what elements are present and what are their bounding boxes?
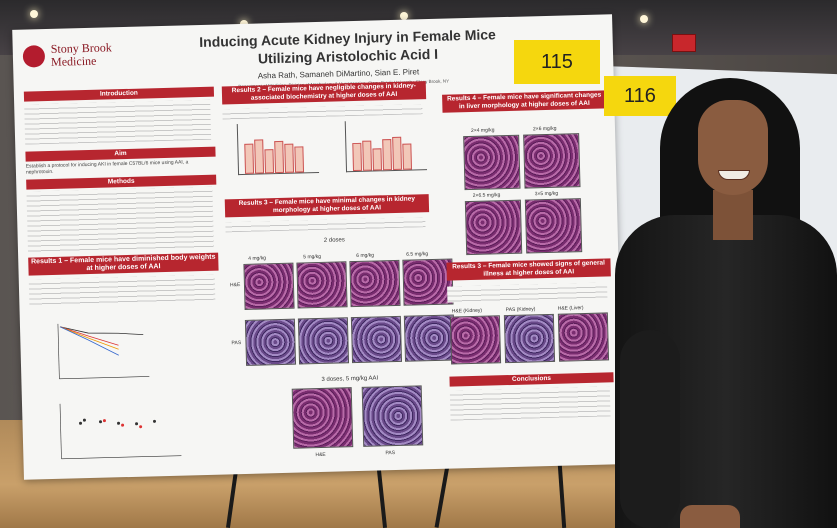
presenter-smile [718,170,750,180]
ceiling-light [30,10,38,18]
logo-line2: Medicine [50,53,97,69]
results1-text-block [28,274,216,308]
pas-caption: PAS [385,450,396,457]
conclusions-header: Conclusions [449,372,614,387]
creatinine-chart [344,119,428,173]
presenter-arm [620,330,680,528]
micrograph [244,318,297,366]
micrograph [361,385,424,447]
introduction-text-block [24,99,212,145]
presenter-neck [713,190,753,240]
results3b-text-block [447,282,608,303]
ceiling-light [640,15,648,23]
results3-text-block [225,217,426,233]
conclusions-text-block [449,386,611,421]
three-doses-label: 3 doses, 5 mg/kg AAI [321,375,379,383]
liver-label: 2×6.5 mg/kg [472,192,501,199]
micrograph [291,387,354,449]
micrograph [350,315,403,364]
liver-label: 2×6 mg/kg [532,125,557,133]
he-kidney-label: H&E (Kidney) [451,307,483,315]
presenter-hand [680,505,740,528]
micrograph [523,133,581,189]
presenter-face [698,100,768,195]
introduction-header: Introduction [23,86,215,102]
exit-sign [672,34,696,52]
ceiling-light [400,12,408,20]
pas-kidney-label: PAS (Kidney) [505,306,536,314]
micrograph [296,261,348,309]
micrograph [464,199,523,256]
micrograph [349,259,401,308]
results1-header: Results 1 – Female mice have diminished … [28,252,219,276]
micrograph [557,312,610,362]
dose-65-label: 6.5 mg/kg [406,251,429,258]
results4-header: Results 4 – Female mice have significant… [442,90,607,113]
he-row-label: H&E [229,282,241,289]
micrograph [463,134,521,191]
dose-4-label: 4 mg/kg [248,255,267,262]
body-weight-figure [57,323,182,460]
micrograph [449,315,502,365]
research-poster: Stony Brook Medicine Inducing Acute Kidn… [12,14,624,480]
poster-title: Inducing Acute Kidney Injury in Female M… [199,26,497,67]
liver-label: 3×5 mg/kg [534,190,559,198]
results2-text-block [222,104,423,120]
he-caption: H&E [315,451,326,459]
results3-header: Results 3 – Female mice have minimal cha… [224,194,430,218]
aim-text: Establish a protocol for inducing AKI in… [25,159,189,176]
university-logo: Stony Brook Medicine [22,40,113,69]
bun-chart [236,121,320,176]
micrograph [524,198,583,254]
poster-number-tag: 116 [604,76,676,116]
dose-6-label: 6 mg/kg [356,252,375,260]
dose-5-label: 5 mg/kg [303,253,322,261]
poster-number-tag: 115 [514,40,600,84]
micrograph [297,317,350,365]
micrograph [403,314,456,362]
results3b-header: Results 3 – Female mice showed signs of … [446,258,611,281]
methods-text-block [26,186,215,254]
pas-row-label: PAS [231,340,242,347]
liver-label: 2×4 mg/kg [470,127,495,134]
micrograph [243,262,295,310]
micrograph [503,313,556,364]
seal-icon [22,45,46,68]
two-doses-label: 2 doses [323,237,345,244]
he-liver-label: H&E (Liver) [557,305,584,312]
